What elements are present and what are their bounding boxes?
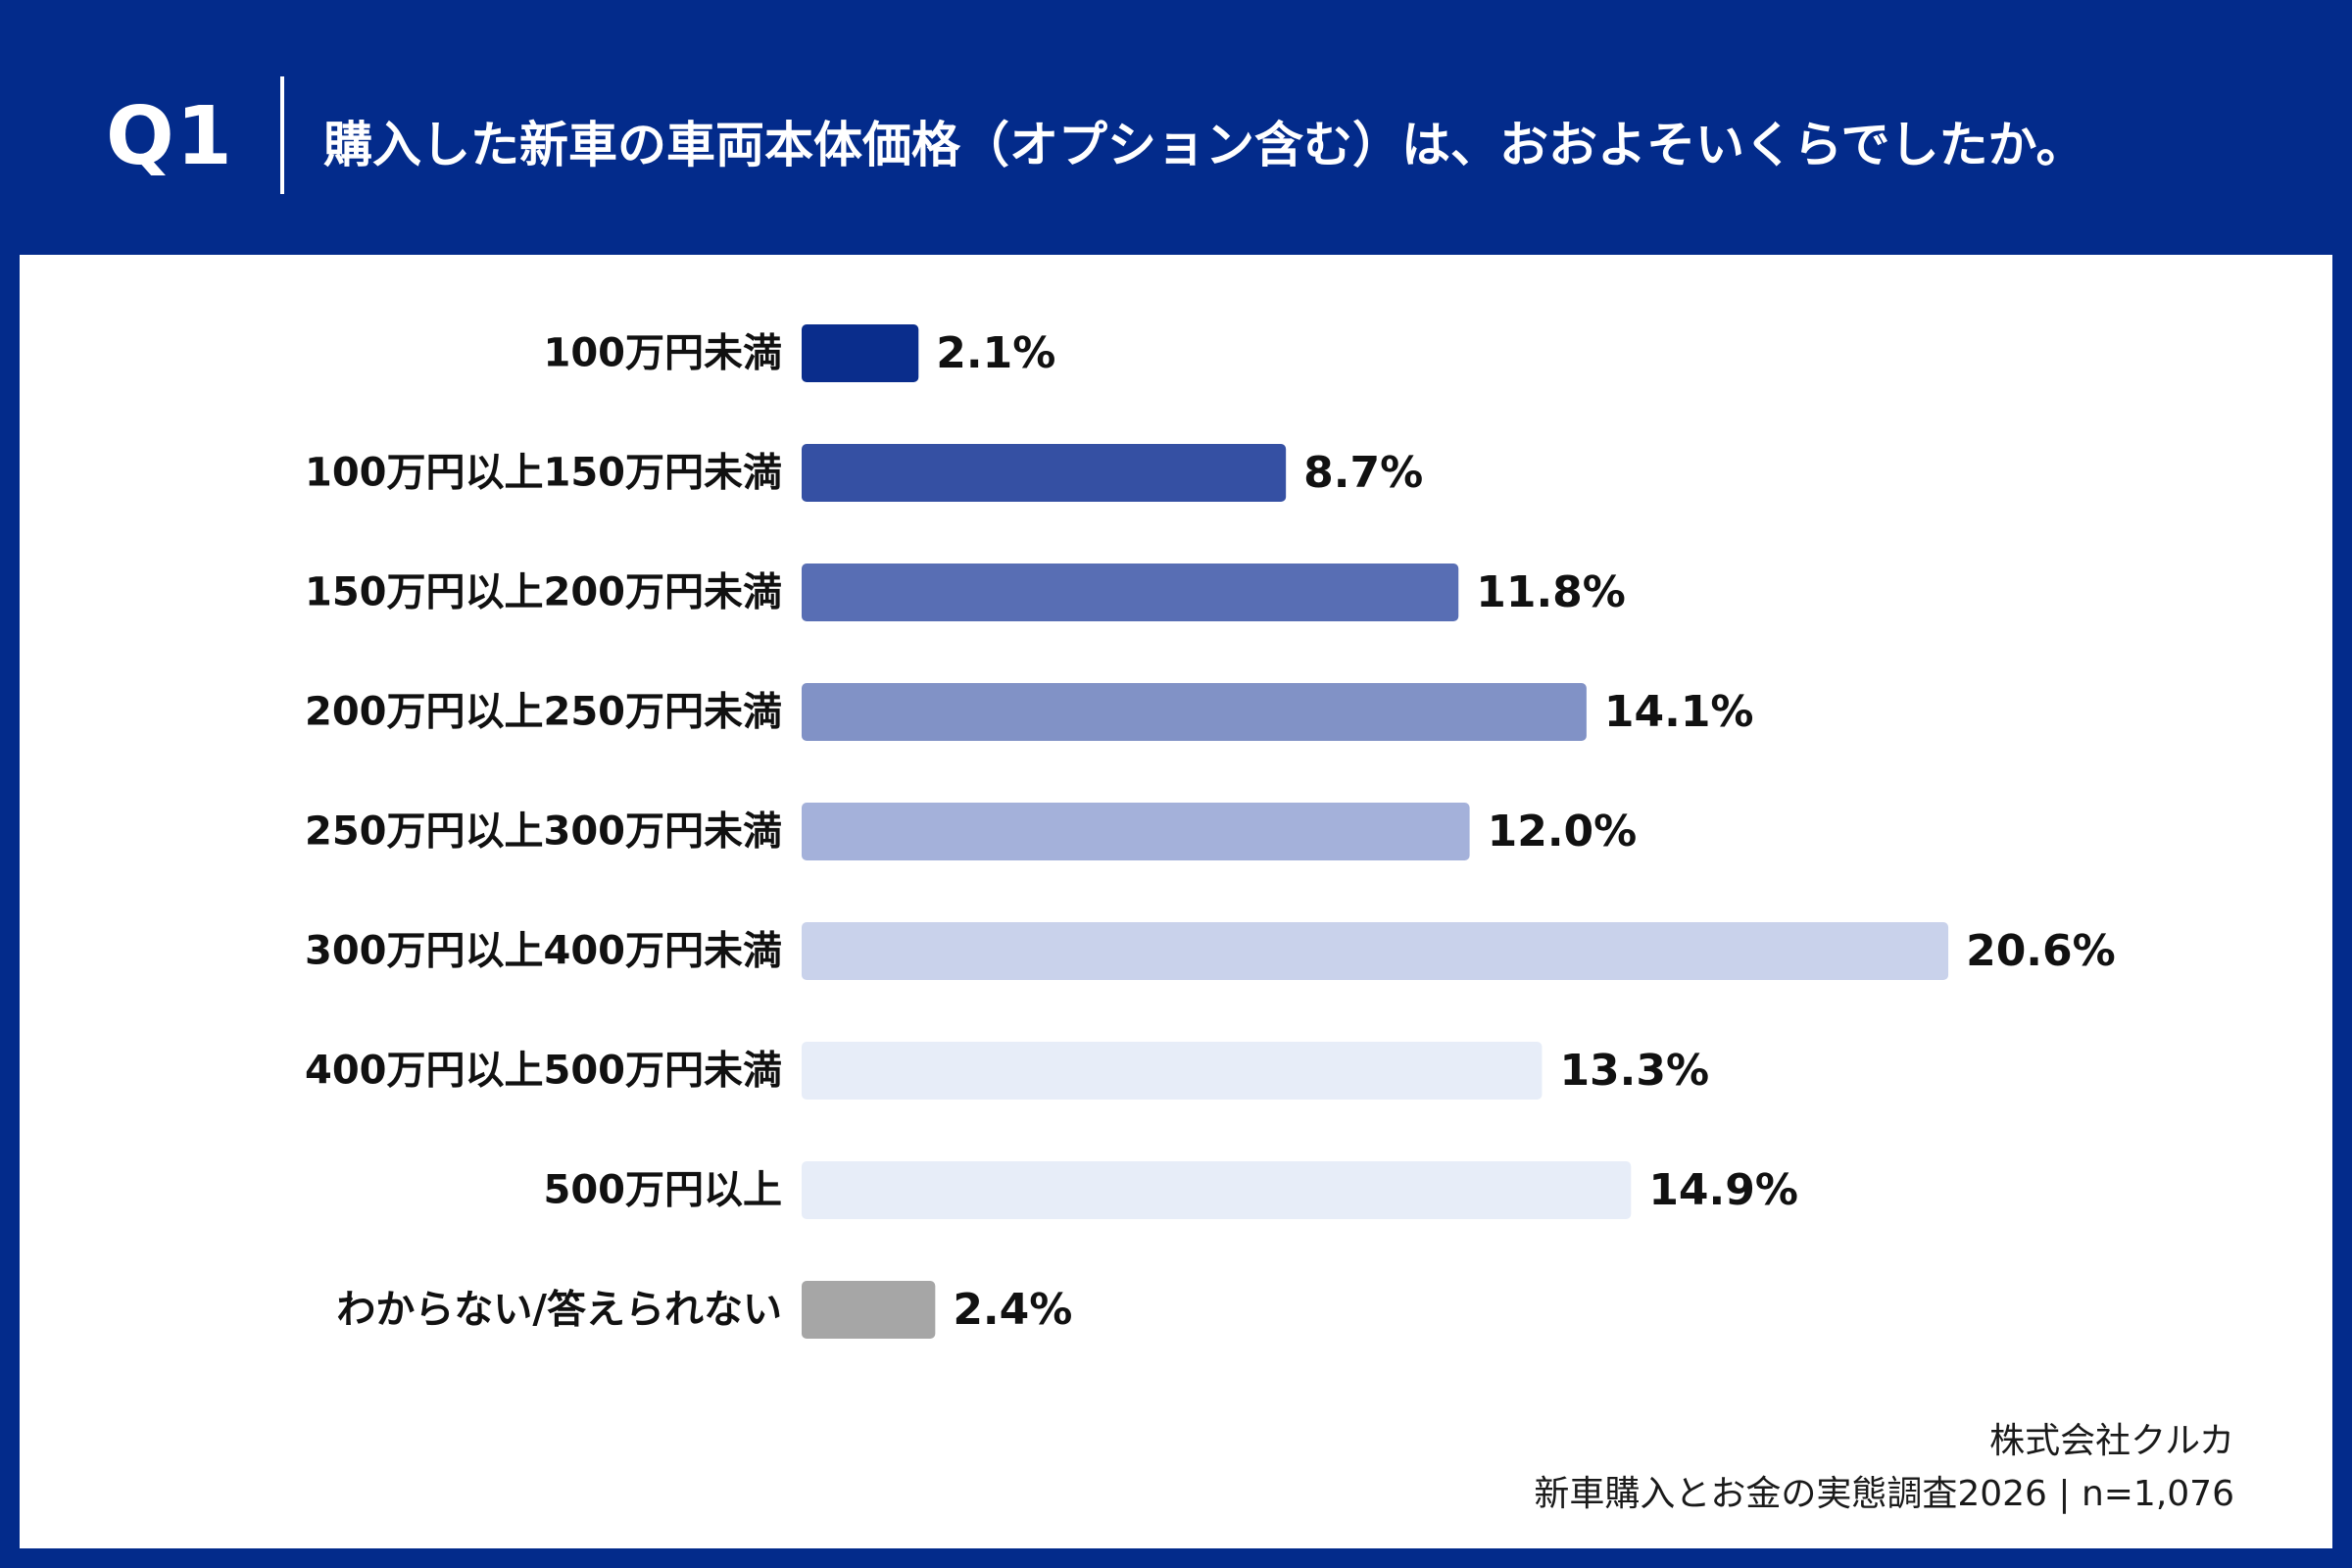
source-survey: 新車購入とお金の実態調査2026 | n=1,076 [1534, 1474, 2234, 1514]
bar [802, 444, 1287, 502]
bar [802, 1281, 936, 1339]
bar [802, 564, 1459, 621]
value-label: 14.9% [1648, 1165, 1798, 1215]
bar-chart: 100万円未満 2.1% 100万円以上150万円未満 8.7% 150万円以上200万… [305, 324, 2116, 1339]
category-label: 200万円以上250万円未満 [305, 690, 782, 735]
bar [802, 1161, 1632, 1219]
value-label: 8.7% [1303, 448, 1423, 498]
category-label: 100万円未満 [544, 331, 783, 376]
value-label: 13.3% [1559, 1046, 1709, 1096]
source-note: 株式会社クルカ 新車購入とお金の実態調査2026 | n=1,076 [1534, 1415, 2234, 1521]
value-label: 12.0% [1488, 807, 1638, 857]
question-number: Q1 [106, 90, 234, 183]
bar [802, 1042, 1543, 1100]
category-label: 500万円以上 [544, 1168, 783, 1213]
header-divider [280, 76, 284, 194]
category-label: 400万円以上500万円未満 [305, 1049, 782, 1094]
bar [802, 324, 919, 382]
value-label: 2.1% [936, 328, 1055, 378]
question-text: 購入した新車の車両本体価格（オプション含む）は、おおよそいくらでしたか。 [323, 117, 2085, 173]
value-label: 11.8% [1476, 567, 1626, 617]
header-band: Q1 購入した新車の車両本体価格（オプション含む）は、おおよそいくらでしたか。 [0, 0, 2352, 255]
category-label: 150万円以上200万円未満 [305, 570, 782, 615]
chart-panel: 100万円未満 2.1% 100万円以上150万円未満 8.7% 150万円以上200万… [20, 255, 2332, 1548]
value-label: 14.1% [1604, 687, 1754, 737]
value-label: 2.4% [953, 1285, 1072, 1335]
source-company: 株式会社クルカ [1989, 1421, 2234, 1461]
bar [802, 683, 1587, 741]
category-label: 250万円以上300万円未満 [305, 809, 782, 855]
category-label: 300万円以上400万円未満 [305, 929, 782, 974]
category-label: 100万円以上150万円未満 [305, 451, 782, 496]
bar [802, 803, 1470, 860]
value-label: 20.6% [1966, 926, 2116, 976]
category-label: わからない/答えられない [336, 1288, 782, 1333]
bar [802, 922, 1949, 980]
